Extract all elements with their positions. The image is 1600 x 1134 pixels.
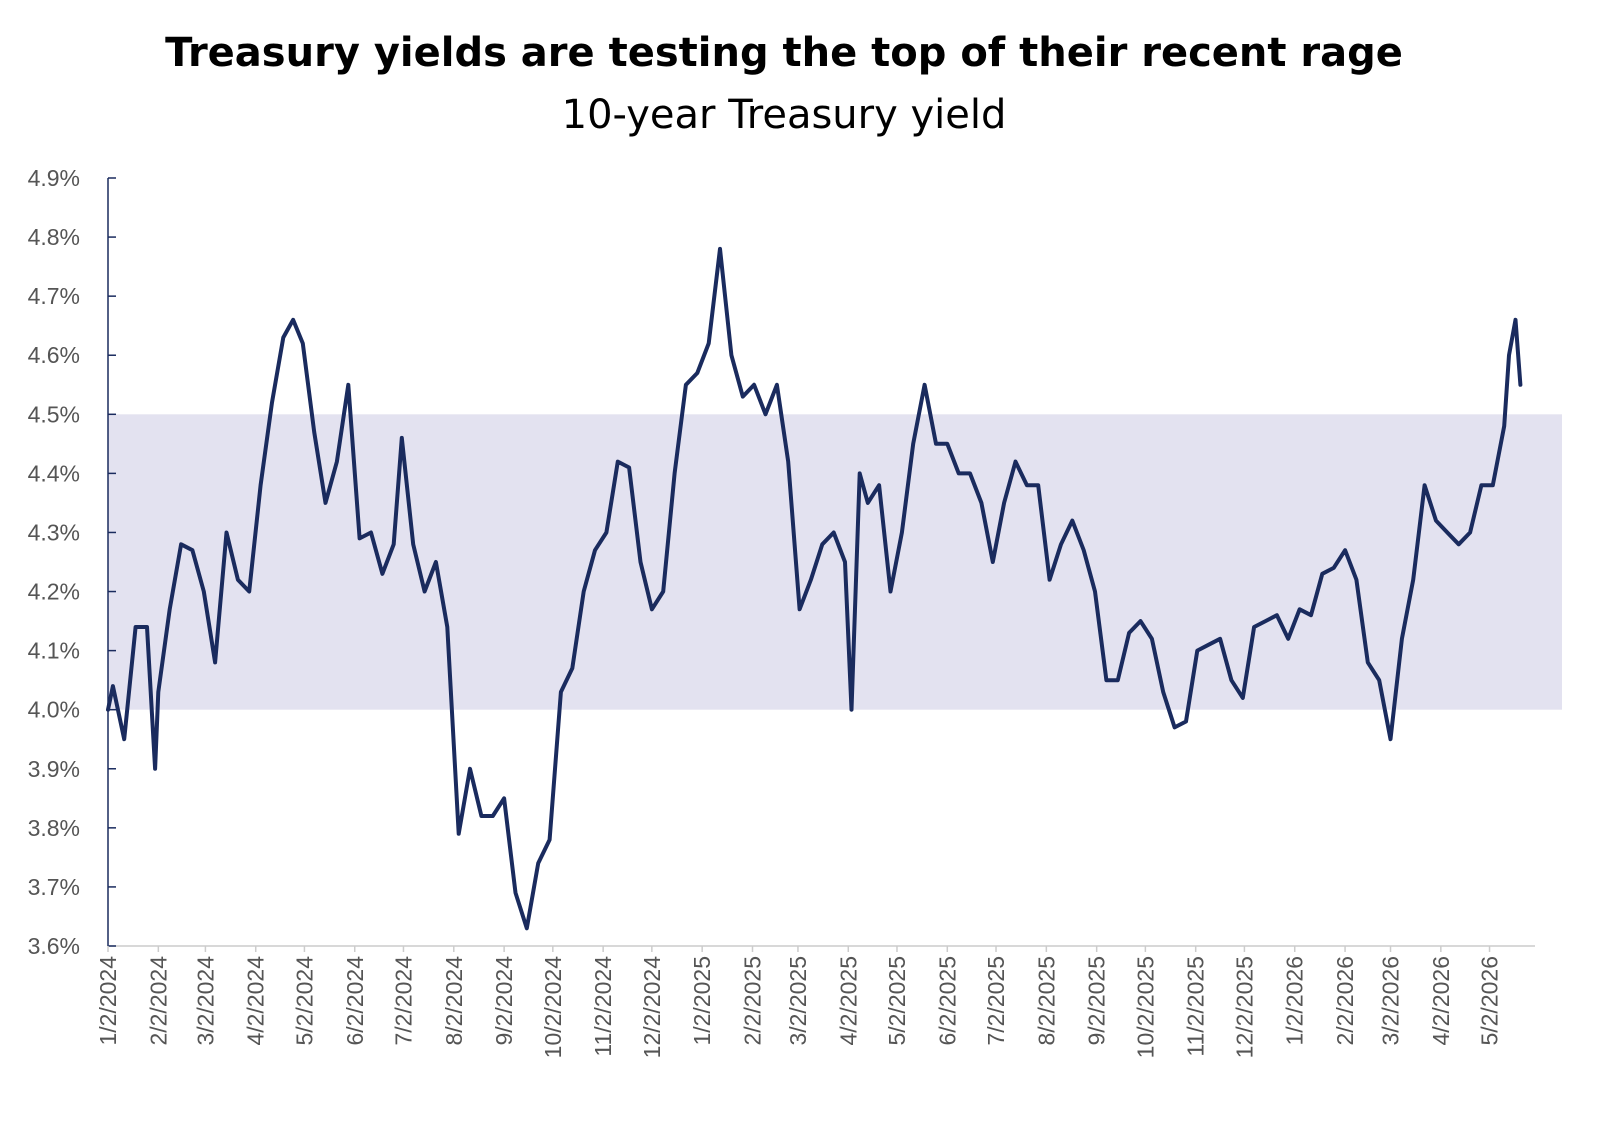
- x-tick-label: 11/2/2024: [590, 956, 616, 1057]
- x-tick-label: 2/2/2026: [1332, 956, 1358, 1046]
- x-tick-label: 1/2/2024: [95, 956, 121, 1046]
- chart-subtitle: 10-year Treasury yield: [562, 92, 1007, 138]
- y-tick-label: 4.3%: [28, 519, 80, 545]
- x-tick-label: 5/2/2026: [1477, 956, 1503, 1046]
- x-tick-label: 6/2/2025: [934, 956, 960, 1046]
- y-tick-label: 3.6%: [28, 933, 80, 959]
- y-tick-label: 3.8%: [28, 815, 80, 841]
- x-tick-label: 10/2/2024: [540, 956, 566, 1059]
- y-tick-label: 3.7%: [28, 874, 80, 900]
- x-tick-label: 6/2/2024: [342, 956, 368, 1046]
- y-tick-label: 3.9%: [28, 756, 80, 782]
- x-tick-label: 7/2/2024: [390, 956, 416, 1046]
- y-tick-label: 4.1%: [28, 638, 80, 664]
- x-tick-label: 10/2/2025: [1132, 956, 1158, 1058]
- y-tick-label: 4.4%: [28, 460, 80, 486]
- y-tick-label: 4.0%: [28, 697, 80, 723]
- shaded-range: [108, 414, 1562, 710]
- x-tick-label: 3/2/2024: [192, 956, 218, 1046]
- y-tick-label: 4.6%: [28, 342, 80, 368]
- y-tick-label: 4.2%: [28, 579, 80, 605]
- x-tick-label: 2/2/2025: [740, 956, 766, 1046]
- x-tick-label: 3/2/2026: [1378, 956, 1404, 1046]
- x-tick-label: 1/2/2026: [1282, 956, 1308, 1046]
- chart-title: Treasury yields are testing the top of t…: [165, 30, 1403, 76]
- x-tick-label: 9/2/2024: [491, 956, 517, 1046]
- x-tick-label: 1/2/2025: [689, 956, 715, 1046]
- x-tick-label: 8/2/2024: [441, 956, 467, 1046]
- y-tick-label: 4.5%: [28, 401, 80, 427]
- x-tick-label: 11/2/2025: [1183, 956, 1209, 1057]
- y-tick-label: 4.9%: [28, 165, 80, 191]
- x-tick-label: 12/2/2024: [639, 956, 665, 1059]
- x-tick-label: 8/2/2025: [1033, 956, 1059, 1046]
- x-tick-label: 5/2/2025: [884, 956, 910, 1046]
- y-tick-label: 4.8%: [28, 224, 80, 250]
- x-tick-label: 2/2/2024: [145, 956, 171, 1046]
- x-tick-label: 4/2/2025: [835, 956, 861, 1046]
- y-tick-label: 4.7%: [28, 283, 80, 309]
- line: [106, 246, 1523, 931]
- x-tick-label: 7/2/2025: [983, 956, 1009, 1046]
- x-tick-label: 9/2/2025: [1084, 956, 1110, 1046]
- x-tick-label: 12/2/2025: [1231, 956, 1257, 1058]
- x-tick-label: 4/2/2024: [243, 956, 269, 1046]
- x-tick-label: 5/2/2024: [291, 956, 317, 1046]
- x-tick-label: 3/2/2025: [785, 956, 811, 1046]
- x-tick-label: 4/2/2026: [1428, 956, 1454, 1046]
